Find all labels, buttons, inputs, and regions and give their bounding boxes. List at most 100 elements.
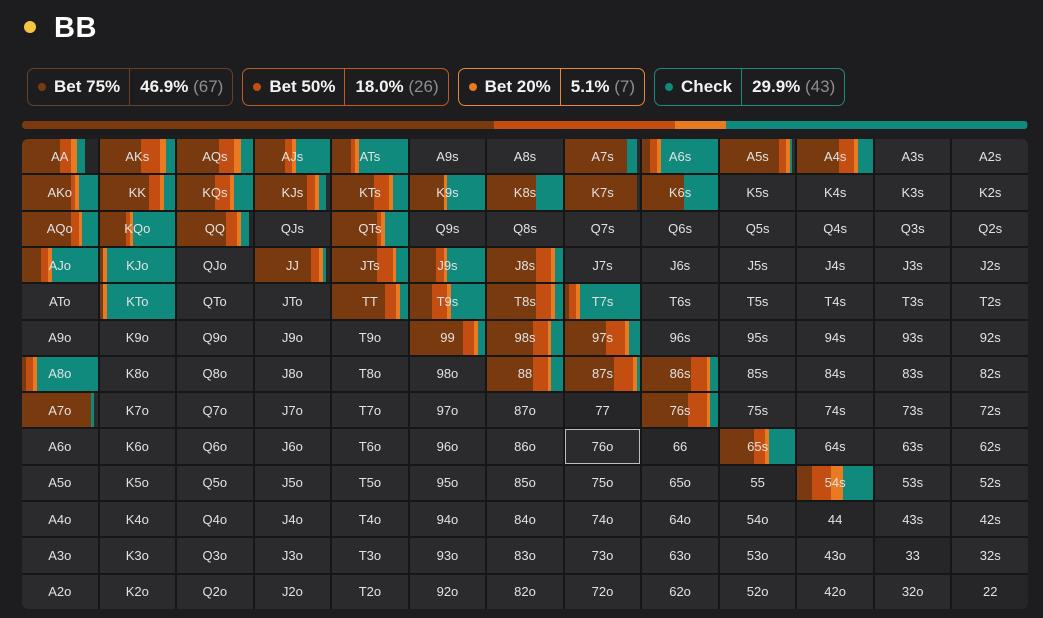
hand-cell-A5s[interactable]: A5s — [719, 139, 796, 174]
legend-chip-check[interactable]: Check 29.9% (43) — [654, 68, 846, 106]
hand-cell-A7s[interactable]: A7s — [564, 139, 641, 174]
hand-cell-T5s[interactable]: T5s — [719, 284, 796, 319]
legend-chip-bet20[interactable]: Bet 20% 5.1% (7) — [457, 68, 646, 106]
hand-cell-A4s[interactable]: A4s — [797, 139, 873, 174]
hand-cell-43s[interactable]: 43s — [874, 502, 951, 537]
hand-cell-J8s[interactable]: J8s — [487, 247, 563, 283]
hand-cell-Q9s[interactable]: Q9s — [409, 211, 486, 246]
hand-cell-93s[interactable]: 93s — [874, 320, 951, 355]
hand-cell-KJo[interactable]: KJo — [99, 247, 176, 283]
hand-cell-K6o[interactable]: K6o — [99, 429, 176, 464]
hand-cell-K8o[interactable]: K8o — [99, 356, 176, 392]
hand-cell-54s[interactable]: 54s — [797, 465, 873, 501]
hand-cell-T7o[interactable]: T7o — [332, 393, 408, 428]
hand-cell-Q5o[interactable]: Q5o — [177, 465, 253, 501]
hand-cell-75s[interactable]: 75s — [719, 393, 796, 428]
hand-cell-K9s[interactable]: K9s — [409, 175, 486, 210]
hand-cell-TT[interactable]: TT — [332, 284, 408, 319]
hand-cell-Q9o[interactable]: Q9o — [177, 320, 253, 355]
hand-cell-65s[interactable]: 65s — [719, 429, 796, 464]
hand-cell-72s[interactable]: 72s — [952, 393, 1028, 428]
hand-cell-87s[interactable]: 87s — [564, 356, 641, 392]
hand-cell-T6o[interactable]: T6o — [332, 429, 408, 464]
hand-cell-Q7o[interactable]: Q7o — [177, 393, 253, 428]
hand-cell-A8o[interactable]: A8o — [22, 356, 98, 392]
hand-cell-J5o[interactable]: J5o — [254, 465, 331, 501]
hand-cell-A9s[interactable]: A9s — [409, 139, 486, 174]
hand-cell-J6s[interactable]: J6s — [642, 247, 718, 283]
hand-cell-Q3o[interactable]: Q3o — [177, 538, 253, 573]
hand-cell-K5o[interactable]: K5o — [99, 465, 176, 501]
hand-cell-53s[interactable]: 53s — [874, 465, 951, 501]
hand-cell-T9o[interactable]: T9o — [332, 320, 408, 355]
hand-cell-54o[interactable]: 54o — [719, 502, 796, 537]
hand-cell-KTo[interactable]: KTo — [99, 284, 176, 319]
hand-cell-T9s[interactable]: T9s — [409, 284, 486, 319]
hand-cell-T8o[interactable]: T8o — [332, 356, 408, 392]
hand-cell-J2o[interactable]: J2o — [254, 574, 331, 609]
hand-cell-32o[interactable]: 32o — [874, 574, 951, 609]
hand-cell-A4o[interactable]: A4o — [22, 502, 98, 537]
hand-cell-Q4o[interactable]: Q4o — [177, 502, 253, 537]
hand-cell-KJs[interactable]: KJs — [254, 175, 331, 210]
hand-cell-33[interactable]: 33 — [874, 538, 951, 573]
hand-cell-83s[interactable]: 83s — [874, 356, 951, 392]
hand-cell-Q4s[interactable]: Q4s — [797, 211, 873, 246]
hand-cell-J7o[interactable]: J7o — [254, 393, 331, 428]
hand-cell-97o[interactable]: 97o — [409, 393, 486, 428]
hand-cell-62s[interactable]: 62s — [952, 429, 1028, 464]
hand-cell-64s[interactable]: 64s — [797, 429, 873, 464]
hand-cell-76o[interactable]: 76o — [564, 429, 641, 464]
hand-cell-Q8s[interactable]: Q8s — [487, 211, 563, 246]
hand-cell-ATs[interactable]: ATs — [332, 139, 408, 174]
hand-cell-T8s[interactable]: T8s — [487, 284, 563, 319]
hand-cell-J7s[interactable]: J7s — [564, 247, 641, 283]
hand-cell-42o[interactable]: 42o — [797, 574, 873, 609]
hand-cell-JTs[interactable]: JTs — [332, 247, 408, 283]
hand-cell-42s[interactable]: 42s — [952, 502, 1028, 537]
hand-cell-Q3s[interactable]: Q3s — [874, 211, 951, 246]
hand-cell-65o[interactable]: 65o — [642, 465, 718, 501]
hand-cell-A6s[interactable]: A6s — [642, 139, 718, 174]
hand-cell-97s[interactable]: 97s — [564, 320, 641, 355]
hand-cell-KTs[interactable]: KTs — [332, 175, 408, 210]
hand-cell-KK[interactable]: KK — [99, 175, 176, 210]
hand-cell-KQo[interactable]: KQo — [99, 211, 176, 246]
hand-cell-J9s[interactable]: J9s — [409, 247, 486, 283]
hand-cell-JTo[interactable]: JTo — [254, 284, 331, 319]
hand-cell-72o[interactable]: 72o — [564, 574, 641, 609]
hand-cell-KQs[interactable]: KQs — [177, 175, 253, 210]
hand-cell-A2s[interactable]: A2s — [952, 139, 1028, 174]
hand-cell-63o[interactable]: 63o — [642, 538, 718, 573]
hand-cell-A8s[interactable]: A8s — [487, 139, 563, 174]
hand-cell-76s[interactable]: 76s — [642, 393, 718, 428]
hand-cell-K7o[interactable]: K7o — [99, 393, 176, 428]
hand-cell-62o[interactable]: 62o — [642, 574, 718, 609]
hand-cell-98o[interactable]: 98o — [409, 356, 486, 392]
hand-cell-AKo[interactable]: AKo — [22, 175, 98, 210]
hand-cell-K5s[interactable]: K5s — [719, 175, 796, 210]
hand-cell-K6s[interactable]: K6s — [642, 175, 718, 210]
hand-cell-QJo[interactable]: QJo — [177, 247, 253, 283]
hand-cell-32s[interactable]: 32s — [952, 538, 1028, 573]
hand-cell-J5s[interactable]: J5s — [719, 247, 796, 283]
hand-cell-AQo[interactable]: AQo — [22, 211, 98, 246]
hand-cell-JJ[interactable]: JJ — [254, 247, 331, 283]
hand-cell-K4s[interactable]: K4s — [797, 175, 873, 210]
hand-cell-J2s[interactable]: J2s — [952, 247, 1028, 283]
hand-cell-22[interactable]: 22 — [952, 574, 1028, 609]
hand-cell-88[interactable]: 88 — [487, 356, 563, 392]
hand-cell-J9o[interactable]: J9o — [254, 320, 331, 355]
hand-cell-A6o[interactable]: A6o — [22, 429, 98, 464]
hand-cell-K2o[interactable]: K2o — [99, 574, 176, 609]
hand-cell-87o[interactable]: 87o — [487, 393, 563, 428]
hand-cell-T6s[interactable]: T6s — [642, 284, 718, 319]
hand-cell-T4s[interactable]: T4s — [797, 284, 873, 319]
hand-cell-T2s[interactable]: T2s — [952, 284, 1028, 319]
hand-cell-85s[interactable]: 85s — [719, 356, 796, 392]
hand-cell-A3o[interactable]: A3o — [22, 538, 98, 573]
hand-cell-K7s[interactable]: K7s — [564, 175, 641, 210]
hand-cell-J3o[interactable]: J3o — [254, 538, 331, 573]
hand-cell-75o[interactable]: 75o — [564, 465, 641, 501]
hand-cell-52o[interactable]: 52o — [719, 574, 796, 609]
